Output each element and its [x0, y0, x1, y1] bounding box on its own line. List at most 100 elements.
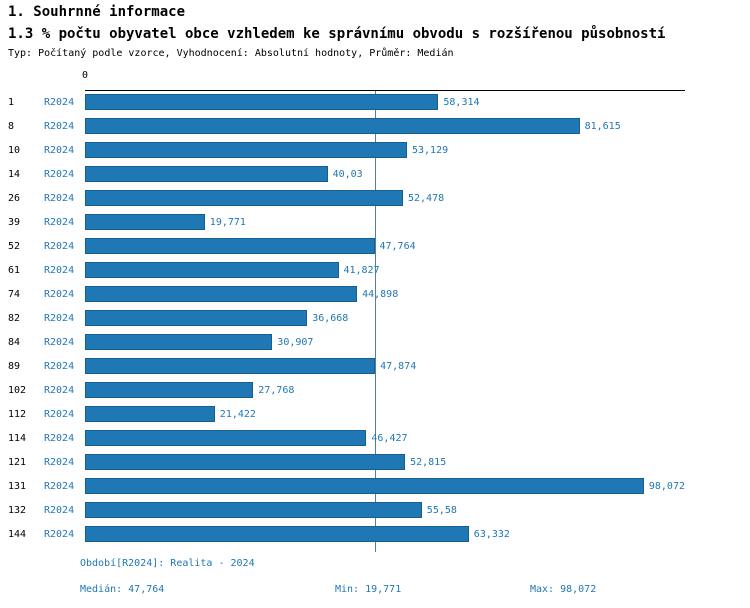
bar-value-label: 63,332 [473, 528, 510, 540]
row-id-label: 84 [8, 336, 21, 348]
page-title: 1. Souhrnné informace [8, 4, 186, 20]
bar-area: 41,827 [85, 258, 685, 282]
chart-row: 14 R2024 40,03 [0, 162, 750, 186]
bar-area: 36,668 [85, 306, 685, 330]
chart-row: 84 R2024 30,907 [0, 330, 750, 354]
bar-area: 40,03 [85, 162, 685, 186]
row-id-label: 112 [8, 408, 27, 420]
bar-value-label: 30,907 [277, 336, 314, 348]
row-series-label: R2024 [44, 216, 75, 228]
bar-value-label: 36,668 [312, 312, 349, 324]
bar-area: 21,422 [85, 402, 685, 426]
row-id-label: 26 [8, 192, 21, 204]
row-id-label: 10 [8, 144, 21, 156]
bar-value-label: 52,478 [408, 192, 445, 204]
bar-area: 47,874 [85, 354, 685, 378]
bar [85, 238, 375, 254]
chart-row: 121 R2024 52,815 [0, 450, 750, 474]
bar [85, 502, 422, 518]
chart-row: 102 R2024 27,768 [0, 378, 750, 402]
row-id-label: 132 [8, 504, 27, 516]
row-series-label: R2024 [44, 168, 75, 180]
row-series-label: R2024 [44, 504, 75, 516]
row-id-label: 52 [8, 240, 21, 252]
row-id-label: 114 [8, 432, 27, 444]
bar-area: 63,332 [85, 522, 685, 546]
bar-value-label: 19,771 [209, 216, 246, 228]
row-series-label: R2024 [44, 336, 75, 348]
chart-row: 61 R2024 41,827 [0, 258, 750, 282]
chart-row: 132 R2024 55,58 [0, 498, 750, 522]
bar-area: 98,072 [85, 474, 685, 498]
bar-value-label: 21,422 [219, 408, 256, 420]
bar [85, 406, 215, 422]
row-id-label: 8 [8, 120, 15, 132]
chart-rows: 1 R2024 58,314 8 R2024 81,615 10 R2024 53,129 14 R… [0, 90, 750, 546]
row-series-label: R2024 [44, 408, 75, 420]
footer-median: Medián: 47,764 [80, 584, 165, 595]
bar-value-label: 58,314 [443, 96, 480, 108]
row-series-label: R2024 [44, 192, 75, 204]
row-id-label: 74 [8, 288, 21, 300]
row-id-label: 121 [8, 456, 27, 468]
bar [85, 334, 273, 350]
row-series-label: R2024 [44, 456, 75, 468]
chart-row: 52 R2024 47,764 [0, 234, 750, 258]
row-id-label: 61 [8, 264, 21, 276]
bar-value-label: 44,898 [362, 288, 399, 300]
axis-line [85, 90, 685, 91]
bar [85, 94, 439, 110]
bar [85, 142, 407, 158]
row-series-label: R2024 [44, 240, 75, 252]
bar-value-label: 55,58 [426, 504, 457, 516]
chart-row: 39 R2024 19,771 [0, 210, 750, 234]
row-series-label: R2024 [44, 528, 75, 540]
row-series-label: R2024 [44, 120, 75, 132]
bar-area: 81,615 [85, 114, 685, 138]
bar-area: 30,907 [85, 330, 685, 354]
footer-max: Max: 98,072 [530, 584, 597, 595]
bar-area: 53,129 [85, 138, 685, 162]
bar-value-label: 52,815 [410, 456, 447, 468]
row-id-label: 14 [8, 168, 21, 180]
bar-area: 47,764 [85, 234, 685, 258]
bar [85, 526, 469, 542]
row-series-label: R2024 [44, 360, 75, 372]
chart-row: 131 R2024 98,072 [0, 474, 750, 498]
row-id-label: 102 [8, 384, 27, 396]
row-id-label: 82 [8, 312, 21, 324]
bar-value-label: 81,615 [584, 120, 621, 132]
bar-area: 19,771 [85, 210, 685, 234]
row-id-label: 131 [8, 480, 27, 492]
bar-area: 27,768 [85, 378, 685, 402]
row-series-label: R2024 [44, 312, 75, 324]
bar [85, 358, 376, 374]
row-series-label: R2024 [44, 384, 75, 396]
bar [85, 310, 308, 326]
chart-row: 26 R2024 52,478 [0, 186, 750, 210]
chart-row: 82 R2024 36,668 [0, 306, 750, 330]
chart-row: 1 R2024 58,314 [0, 90, 750, 114]
bar [85, 454, 406, 470]
footer-min: Min: 19,771 [335, 584, 402, 595]
bar [85, 262, 339, 278]
bar-area: 55,58 [85, 498, 685, 522]
bar-value-label: 53,129 [412, 144, 449, 156]
row-id-label: 144 [8, 528, 27, 540]
bar-value-label: 40,03 [332, 168, 363, 180]
chart-row: 112 R2024 21,422 [0, 402, 750, 426]
bar [85, 118, 580, 134]
bar [85, 166, 328, 182]
chart-row: 144 R2024 63,332 [0, 522, 750, 546]
bar-area: 52,815 [85, 450, 685, 474]
bar-area: 58,314 [85, 90, 685, 114]
row-series-label: R2024 [44, 432, 75, 444]
chart-row: 8 R2024 81,615 [0, 114, 750, 138]
row-series-label: R2024 [44, 288, 75, 300]
bar-value-label: 98,072 [648, 480, 685, 492]
bar [85, 478, 644, 494]
row-id-label: 89 [8, 360, 21, 372]
bar [85, 214, 205, 230]
bar-value-label: 27,768 [258, 384, 295, 396]
axis-zero-label: 0 [81, 70, 89, 81]
